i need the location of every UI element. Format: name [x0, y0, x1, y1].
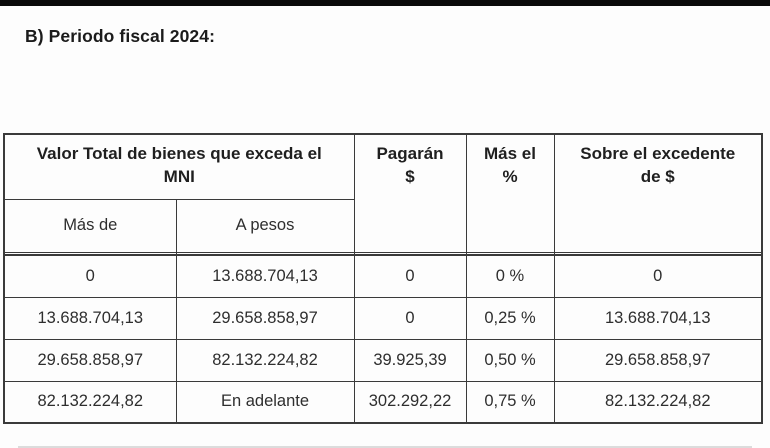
bottom-edge-shadow	[18, 446, 752, 448]
table-row: 0 13.688.704,13 0 0 % 0	[3, 254, 763, 298]
header-mas-el: Más el %	[465, 133, 555, 253]
table-body: 0 13.688.704,13 0 0 % 0 13.688.704,13 29…	[3, 254, 763, 424]
table-cell: 302.292,22	[353, 380, 467, 424]
table-cell: 0	[353, 254, 467, 298]
table-cell: 0	[3, 254, 177, 298]
table-cell: 13.688.704,13	[175, 254, 355, 298]
header-sobre-excedente: Sobre el excedente de $	[553, 133, 763, 253]
table-cell: 13.688.704,13	[553, 296, 763, 340]
table-row: 29.658.858,97 82.132.224,82 39.925,39 0,…	[3, 338, 763, 382]
tax-brackets-table: Valor Total de bienes que exceda el MNI …	[3, 133, 764, 424]
table-cell: 82.132.224,82	[553, 380, 763, 424]
table-cell: 29.658.858,97	[175, 296, 355, 340]
header-row-sub: Más de A pesos	[3, 198, 762, 253]
header-row-group: Valor Total de bienes que exceda el MNI …	[3, 133, 763, 253]
table-cell: 0,25 %	[465, 296, 555, 340]
table-cell: 82.132.224,82	[175, 338, 355, 382]
section-title: B) Periodo fiscal 2024:	[25, 26, 216, 46]
table-cell: 39.925,39	[353, 338, 467, 382]
table-header: Valor Total de bienes que exceda el MNI …	[3, 133, 763, 256]
table-row: 82.132.224,82 En adelante 302.292,22 0,7…	[3, 380, 763, 424]
header-pagaran: Pagarán $	[353, 133, 467, 253]
table-cell: 0 %	[465, 254, 555, 298]
subheader-a-pesos: A pesos	[175, 198, 355, 253]
table-cell: 29.658.858,97	[553, 338, 763, 382]
table-cell: 82.132.224,82	[3, 380, 177, 424]
table-cell: 0	[553, 254, 763, 298]
top-accent-bar	[0, 0, 770, 6]
table-cell: 0,50 %	[465, 338, 555, 382]
table-cell: 29.658.858,97	[3, 338, 177, 382]
header-valor-total: Valor Total de bienes que exceda el MNI	[3, 133, 355, 200]
table-cell: 0,75 %	[465, 380, 555, 424]
table-cell: 0	[353, 296, 467, 340]
table-row: 13.688.704,13 29.658.858,97 0 0,25 % 13.…	[3, 296, 763, 340]
header-separator	[3, 251, 763, 256]
table-cell: 13.688.704,13	[3, 296, 177, 340]
table-cell: En adelante	[175, 380, 355, 424]
subheader-mas-de: Más de	[3, 198, 177, 253]
